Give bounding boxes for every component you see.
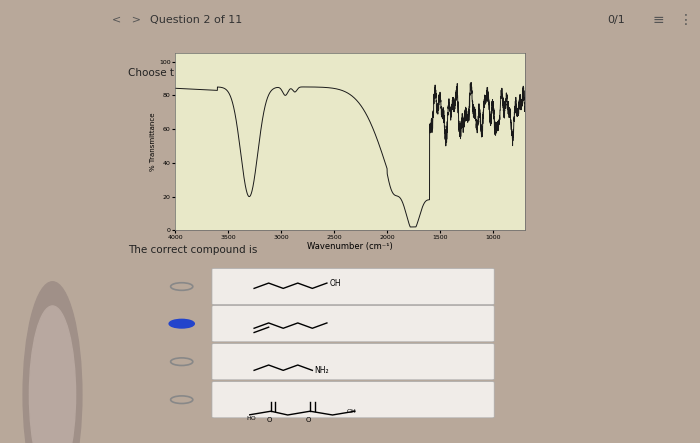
Text: ≡: ≡ xyxy=(652,13,664,27)
FancyBboxPatch shape xyxy=(212,306,494,342)
Y-axis label: % Transmittance: % Transmittance xyxy=(150,113,156,171)
X-axis label: Wavenumber (cm⁻¹): Wavenumber (cm⁻¹) xyxy=(307,242,393,251)
Text: Choose the correct compound for the given IR spectrum.: Choose the correct compound for the give… xyxy=(128,68,425,78)
Circle shape xyxy=(169,319,195,328)
FancyBboxPatch shape xyxy=(212,344,494,380)
FancyBboxPatch shape xyxy=(212,381,494,418)
Text: <   >: < > xyxy=(111,15,141,25)
Circle shape xyxy=(29,306,76,443)
Text: The correct compound is: The correct compound is xyxy=(128,245,258,255)
Text: O: O xyxy=(306,417,311,423)
Text: O: O xyxy=(267,417,272,423)
Text: HO: HO xyxy=(246,416,256,421)
FancyBboxPatch shape xyxy=(212,268,494,305)
Text: NH₂: NH₂ xyxy=(314,366,329,375)
Text: OH: OH xyxy=(347,409,357,414)
Text: 0/1: 0/1 xyxy=(607,15,625,25)
Text: ⋮: ⋮ xyxy=(679,13,693,27)
Circle shape xyxy=(23,282,82,443)
Text: Question 2 of 11: Question 2 of 11 xyxy=(150,15,242,25)
Text: OH: OH xyxy=(329,279,341,288)
